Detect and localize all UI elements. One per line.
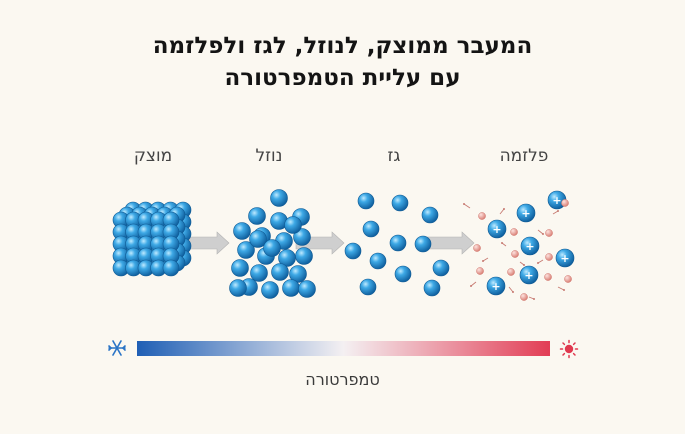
- motion-arrow-head: [482, 260, 484, 262]
- electron-particle: [544, 273, 552, 281]
- gas-particle: [423, 279, 441, 297]
- gas-particle: [394, 265, 412, 283]
- gas-particle: [414, 235, 432, 253]
- liquid-particle: [263, 239, 281, 257]
- diagram-title: המעבר ממוצק, לנוזל, לגז ולפלזמה עם עליית…: [0, 30, 685, 94]
- ion-plus-sign: +: [525, 240, 534, 253]
- liquid-particle: [284, 216, 302, 234]
- motion-arrow-head: [557, 210, 559, 212]
- liquid-particle: [271, 263, 289, 281]
- motion-arrow: [557, 286, 565, 291]
- plasma-particles: + + + + + + +: [463, 190, 575, 301]
- liquid-particle: [298, 280, 316, 298]
- gas-particle: [432, 259, 450, 277]
- liquid-particles: [229, 189, 316, 299]
- motion-arrow: [463, 203, 471, 209]
- ion-plus-sign: +: [524, 269, 533, 282]
- label-gas: גז: [387, 146, 401, 166]
- liquid-particle: [261, 281, 279, 299]
- gas-particle: [359, 278, 377, 296]
- sun-icon: [559, 339, 579, 359]
- motion-arrow-head: [503, 208, 505, 210]
- motion-arrow-head: [523, 264, 525, 266]
- ion-particle: [519, 265, 539, 285]
- gas-particle: [421, 206, 439, 224]
- liquid-particle: [293, 228, 311, 246]
- gas-particle: [362, 220, 380, 238]
- label-liquid: נוזל: [255, 146, 283, 166]
- motion-arrow: [508, 286, 514, 293]
- transition-arrow: [426, 231, 475, 255]
- motion-arrow-head: [533, 298, 535, 300]
- liquid-particle: [270, 189, 288, 207]
- ion-plus-sign: +: [491, 280, 500, 293]
- gas-particles: [344, 192, 450, 297]
- ion-particle: [516, 203, 536, 223]
- electron-particle: [545, 229, 553, 237]
- temperature-axis-label: טמפרטורה: [305, 370, 380, 389]
- label-plasma: פלזמה: [499, 146, 549, 166]
- gas-particle: [391, 194, 409, 212]
- electron-particle: [520, 293, 528, 301]
- gas-particle: [357, 192, 375, 210]
- motion-arrow-head: [463, 203, 465, 205]
- gas-particle: [389, 234, 407, 252]
- electron-particle: [478, 212, 486, 220]
- electron-particle: [561, 199, 569, 207]
- label-solid: מוצק: [133, 146, 173, 166]
- liquid-particle: [289, 265, 307, 283]
- ion-particle: [487, 219, 507, 239]
- electron-particle: [510, 228, 518, 236]
- motion-arrow-head: [512, 291, 514, 293]
- motion-arrow-head: [563, 289, 565, 291]
- motion-arrow: [537, 229, 544, 235]
- ion-particle: [520, 236, 540, 256]
- snowflake-icon: [108, 340, 126, 356]
- ion-plus-sign: +: [552, 194, 561, 207]
- electron-particle: [476, 267, 484, 275]
- title-line-1: המעבר ממוצק, לנוזל, לגז ולפלזמה: [152, 33, 533, 59]
- liquid-particle: [282, 279, 300, 297]
- motion-arrow: [499, 208, 505, 215]
- electron-particle: [507, 268, 515, 276]
- liquid-particle: [248, 207, 266, 225]
- ion-plus-sign: +: [560, 252, 569, 265]
- liquid-particle: [231, 259, 249, 277]
- electron-particle: [545, 253, 553, 261]
- solid-particle: [162, 259, 180, 277]
- liquid-particle: [229, 279, 247, 297]
- ion-particle: [555, 248, 575, 268]
- motion-arrow-head: [542, 233, 544, 235]
- electron-particle: [564, 275, 572, 283]
- temperature-gradient-bar: [137, 341, 550, 356]
- ion-plus-sign: +: [521, 207, 530, 220]
- gas-particle: [369, 252, 387, 270]
- motion-arrow: [470, 281, 477, 287]
- liquid-particle: [249, 230, 267, 248]
- gas-particle: [344, 242, 362, 260]
- electron-particle: [473, 244, 481, 252]
- liquid-particle: [250, 264, 268, 282]
- liquid-particle: [237, 241, 255, 259]
- liquid-particle: [295, 247, 313, 265]
- ion-plus-sign: +: [492, 223, 501, 236]
- liquid-particle: [233, 222, 251, 240]
- motion-arrow-head: [537, 262, 539, 264]
- title-line-2: עם עליית הטמפרטורה: [224, 65, 461, 91]
- motion-arrow-head: [470, 285, 472, 287]
- electron-particle: [511, 250, 519, 258]
- ion-particle: [486, 276, 506, 296]
- solid-particles: [112, 201, 192, 277]
- motion-arrow-head: [501, 242, 503, 244]
